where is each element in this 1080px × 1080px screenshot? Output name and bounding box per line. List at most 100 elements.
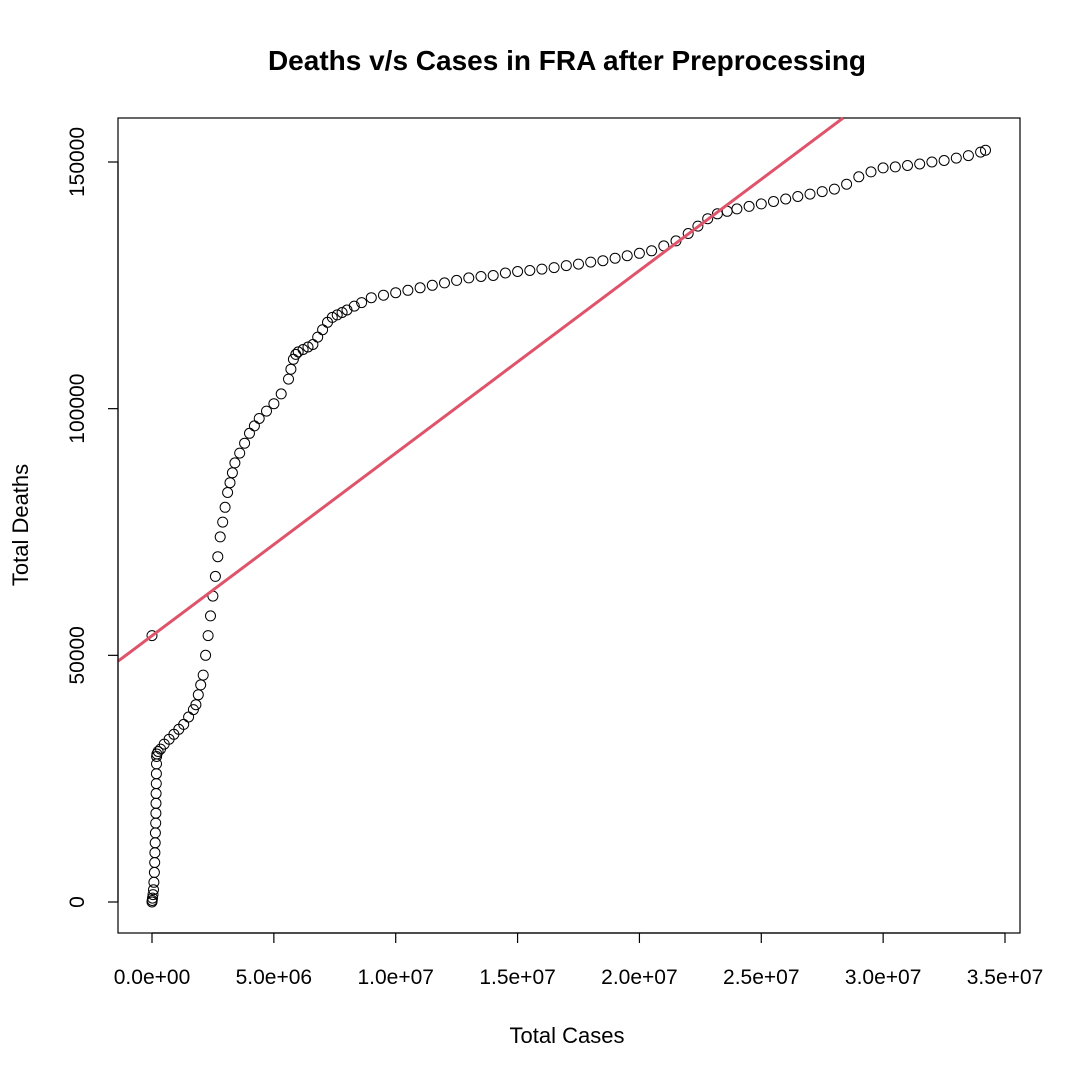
data-point [268,398,280,410]
data-point [183,711,195,723]
data-point [512,266,524,277]
data-point [731,203,743,215]
x-tick-label: 3.0e+07 [845,966,922,989]
plot-frame [117,117,1021,934]
data-point [378,289,389,301]
data-point [439,277,450,289]
data-point [192,689,204,701]
data-point [548,262,560,274]
data-point [962,150,974,162]
data-point [147,892,158,904]
data-point [877,162,889,174]
data-point [212,551,224,563]
data-point [205,610,216,622]
data-point [150,788,162,799]
data-point [149,847,161,859]
data-point [217,516,229,528]
data-point [573,258,584,270]
x-axis: 0.0e+00 5.0e+06 1.0e+07 1.5e+07 2.0e+07 2.5e+… [114,932,1043,989]
data-point [609,252,621,264]
data-point [390,287,402,299]
data-point [149,857,161,868]
y-axis-label: Total Deaths [8,464,33,586]
regression-line [117,116,844,663]
x-tick-label: 0.0e+00 [114,966,191,989]
data-point [902,160,913,171]
data-point [451,274,463,286]
data-point [331,309,343,321]
y-tick-label: 100000 [66,374,89,444]
data-point [524,265,536,276]
data-point [149,837,161,849]
y-tick-label: 150000 [66,127,89,197]
data-point [426,279,438,291]
data-point [214,531,226,543]
data-point [229,457,241,469]
data-point [768,196,779,207]
data-point [239,437,251,449]
data-point [889,161,901,173]
data-point [312,331,324,343]
data-point [197,669,209,681]
data-point [224,477,236,489]
data-point [152,746,164,757]
data-point [975,146,987,158]
data-point [150,817,162,829]
data-point [682,228,694,239]
data-point [499,267,511,279]
data-point [743,200,755,212]
data-point [148,884,159,896]
data-point [195,679,207,691]
y-tick-label: 0 [66,896,89,908]
data-point [560,260,572,272]
data-point [536,263,548,275]
data-point [244,427,255,439]
data-point [326,311,338,323]
data-point [621,250,633,262]
data-point-outlier [146,630,158,642]
data-point [253,413,265,424]
data-point [200,649,212,661]
data-point [692,220,704,232]
data-point [292,346,304,358]
data-point [317,324,329,336]
data-point [275,388,287,400]
data-point [950,152,962,164]
data-point [283,373,294,385]
data-point [841,178,853,190]
data-point [780,193,792,205]
data-point [147,889,159,901]
data-points [146,144,991,908]
data-point [402,284,414,296]
data-point [938,155,950,166]
data-point [365,292,377,304]
data-point [297,344,309,355]
y-tick-label: 50000 [66,626,89,684]
data-point [248,420,260,432]
data-point [148,876,160,888]
data-point [487,270,499,281]
data-point [597,255,609,267]
data-point [150,807,162,819]
data-point [585,256,597,268]
data-point [853,171,865,183]
data-point [209,570,221,582]
data-point [226,467,238,479]
data-point [980,144,991,156]
y-axis: 0 50000 100000 150000 [66,127,119,908]
x-tick-label: 1.0e+07 [357,966,434,989]
data-point [702,213,714,225]
data-point [150,778,162,790]
data-point [865,166,877,178]
data-point [926,156,938,168]
x-tick-label: 1.5e+07 [479,966,556,989]
data-point [150,768,162,780]
x-axis-label: Total Cases [510,1023,625,1048]
data-point [475,271,487,282]
data-point [234,447,246,459]
data-point [336,307,348,318]
data-point [414,282,426,294]
data-point [222,487,234,498]
chart-title: Deaths v/s Cases in FRA after Preprocess… [268,45,866,76]
